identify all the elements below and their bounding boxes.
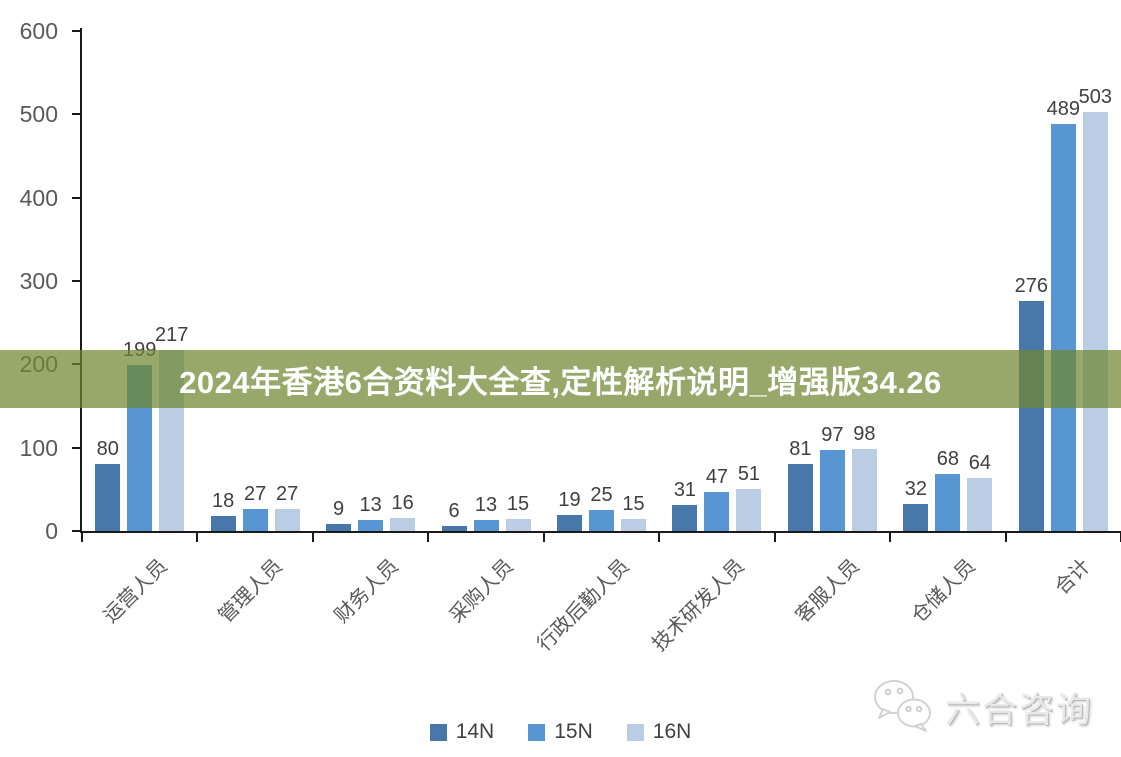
- bar-14N-合计: [1018, 301, 1044, 531]
- category-label-仓储人员: 仓储人员: [907, 555, 980, 628]
- bar-value-label: 97: [821, 424, 844, 447]
- bar-value-label: 6: [448, 500, 460, 522]
- legend-label: 16N: [652, 720, 692, 743]
- bar-14N-采购人员: [441, 526, 467, 531]
- bar-value-label: 9: [333, 497, 345, 520]
- y-axis-tick: [72, 113, 81, 116]
- legend-label: 15N: [554, 720, 593, 743]
- bar-value-label: 27: [244, 482, 267, 505]
- bar-16N-合计: [1082, 111, 1108, 531]
- bar-value-label: 32: [904, 478, 927, 501]
- bar-15N-管理人员: [242, 508, 268, 531]
- wechat-chat-bubbles-icon: [873, 680, 931, 732]
- category-label-技术研发人员: 技术研发人员: [648, 555, 749, 656]
- bar-value-label: 276: [1014, 275, 1048, 297]
- bar-value-label: 80: [96, 438, 119, 461]
- bar-value-label: 64: [968, 451, 991, 474]
- y-axis-tick: [72, 280, 81, 282]
- bar-value-label: 81: [789, 437, 812, 460]
- bar-15N-行政后勤人员: [589, 510, 614, 531]
- category-label-行政后勤人员: 行政后勤人员: [532, 555, 634, 656]
- x-axis-tick: [889, 533, 892, 542]
- bar-value-label: 98: [853, 423, 876, 446]
- legend-item-16N: 16N: [626, 720, 692, 744]
- legend-item-15N: 15N: [528, 720, 593, 744]
- legend-item-14N: 14N: [429, 720, 495, 744]
- legend-label: 14N: [455, 720, 495, 743]
- bar-15N-技术研发人员: [704, 491, 730, 531]
- bar-value-label: 19: [558, 489, 581, 512]
- y-axis-tick: [72, 530, 81, 532]
- bar-15N-采购人员: [473, 520, 499, 531]
- bar-value-label: 31: [673, 479, 697, 502]
- y-axis-tick: [72, 30, 81, 32]
- bar-15N-仓储人员: [935, 474, 961, 531]
- x-axis-tick: [542, 533, 545, 542]
- category-label-运营人员: 运营人员: [99, 555, 172, 628]
- bar-value-label: 18: [212, 490, 235, 512]
- bar-value-label: 51: [737, 462, 761, 485]
- bar-14N-管理人员: [210, 516, 236, 531]
- y-axis-label: 400: [19, 184, 58, 211]
- bar-16N-客服人员: [851, 449, 877, 531]
- y-axis-label: 100: [19, 434, 58, 461]
- watermark: 六合咨询: [871, 678, 1093, 736]
- y-axis-tick: [72, 196, 81, 199]
- bar-16N-财务人员: [390, 517, 416, 531]
- bar-14N-运营人员: [95, 464, 121, 531]
- bar-16N-仓储人员: [967, 477, 993, 531]
- bar-value-label: 13: [359, 494, 382, 517]
- x-axis-tick: [773, 533, 776, 542]
- category-label-采购人员: 采购人员: [445, 555, 518, 628]
- category-label-客服人员: 客服人员: [792, 555, 865, 628]
- bar-16N-行政后勤人员: [621, 518, 646, 531]
- bar-value-label: 13: [474, 494, 498, 517]
- y-axis-label: 500: [19, 101, 58, 128]
- bar-14N-客服人员: [787, 463, 813, 531]
- bar-value-label: 15: [622, 492, 645, 515]
- bar-value-label: 47: [705, 465, 729, 488]
- category-label-财务人员: 财务人员: [330, 555, 403, 628]
- plot-area: 8019921718272791316613151925153147518197…: [82, 31, 1121, 531]
- bar-15N-客服人员: [819, 450, 845, 531]
- bar-value-label: 16: [391, 491, 414, 514]
- bar-14N-行政后勤人员: [557, 515, 582, 531]
- legend-swatch: [429, 723, 447, 741]
- bar-14N-技术研发人员: [672, 505, 698, 531]
- bar-14N-仓储人员: [903, 504, 929, 531]
- bar-16N-管理人员: [274, 508, 300, 531]
- bar-value-label: 15: [506, 492, 530, 515]
- x-axis-tick: [311, 533, 314, 542]
- x-axis-tick: [1004, 533, 1007, 542]
- bar-14N-财务人员: [326, 523, 352, 531]
- category-label-合计: 合计: [1051, 555, 1096, 600]
- legend-swatch: [626, 723, 644, 741]
- category-label-管理人员: 管理人员: [214, 555, 287, 628]
- bar-16N-采购人员: [505, 518, 531, 531]
- legend: 14N 15N 16N: [0, 720, 1121, 744]
- bar-16N-技术研发人员: [736, 488, 762, 531]
- title-banner: 2024年香港6合资料大全查,定性解析说明_增强版34.26: [0, 350, 1121, 408]
- bar-value-label: 68: [936, 448, 959, 471]
- y-axis-tick: [72, 446, 81, 449]
- bar-value-label: 489: [1046, 97, 1080, 120]
- x-axis-tick: [658, 533, 661, 542]
- bar-value-label: 503: [1078, 85, 1112, 108]
- x-axis-tick: [196, 533, 199, 542]
- x-axis-tick: [81, 533, 83, 542]
- y-axis-label: 600: [19, 18, 58, 44]
- legend-swatch: [528, 723, 546, 741]
- y-axis-label: 300: [19, 268, 58, 294]
- watermark-text: 六合咨询: [944, 690, 1093, 730]
- x-axis-line: [80, 531, 1121, 533]
- bar-value-label: 27: [276, 482, 299, 505]
- x-axis-tick: [427, 533, 430, 542]
- banner-title-text: 2024年香港6合资料大全查,定性解析说明_增强版34.26: [179, 364, 942, 400]
- bar-value-label: 25: [590, 484, 613, 507]
- bar-15N-财务人员: [358, 520, 384, 531]
- y-axis-line: [80, 28, 82, 533]
- bar-value-label: 217: [155, 324, 189, 347]
- y-axis-label: 0: [45, 518, 58, 544]
- bar-15N-合计: [1050, 123, 1076, 531]
